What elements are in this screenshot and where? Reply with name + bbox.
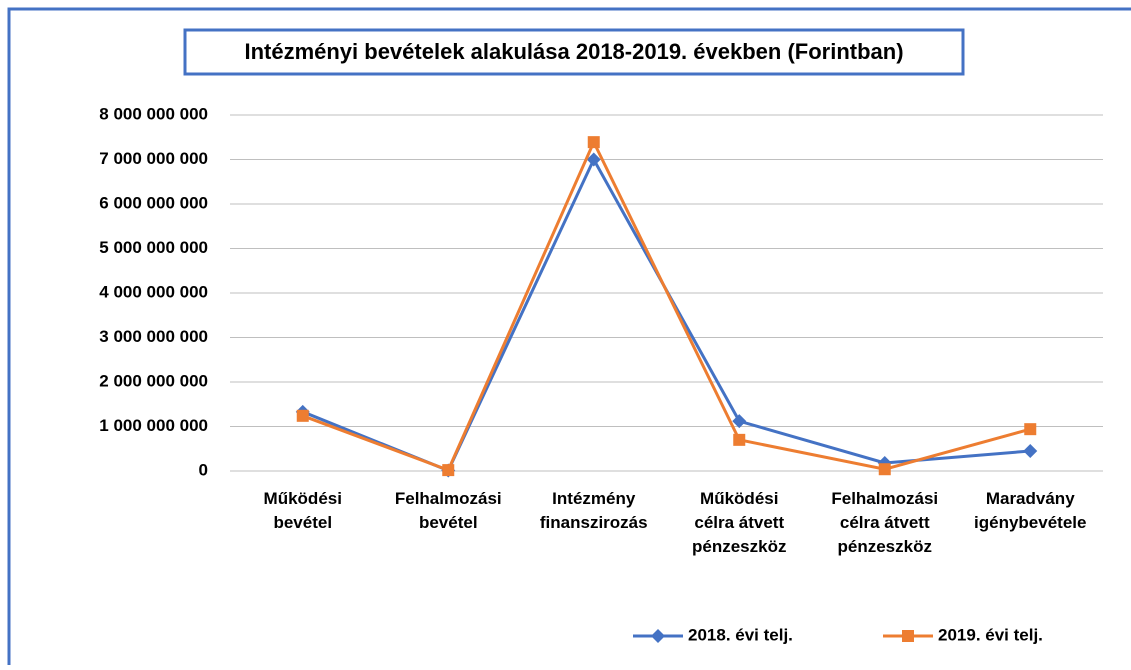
- outer-frame: [7, 7, 1131, 670]
- chart-title: Intézményi bevételek alakulása 2018-2019…: [244, 39, 903, 64]
- point: [587, 136, 600, 149]
- point: [1023, 443, 1038, 458]
- y-tick-label: 8 000 000 000: [99, 104, 208, 123]
- x-tick-label: Felhalmozási bevétel: [395, 489, 502, 532]
- y-tick-label: 0: [199, 460, 208, 479]
- y-tick-label: 5 000 000 000: [99, 238, 208, 257]
- x-tick-label: Maradvány igénybevétele: [974, 489, 1086, 532]
- y-tick-label: 4 000 000 000: [99, 282, 208, 301]
- title-box: [183, 28, 965, 76]
- legend-label: 2019. évi telj.: [938, 625, 1043, 644]
- x-tick-label: Működési célra átvett pénzeszköz: [692, 489, 786, 556]
- point: [296, 409, 309, 422]
- point: [1024, 423, 1037, 436]
- point: [442, 464, 455, 477]
- y-tick-label: 3 000 000 000: [99, 327, 208, 346]
- x-tick-label: Intézmény finanszirozás: [540, 489, 648, 532]
- series-line: [302, 138, 1031, 473]
- legend-marker: [651, 629, 665, 643]
- x-tick-label: Működési bevétel: [264, 489, 342, 532]
- x-tick-label: Felhalmozási célra átvett pénzeszköz: [831, 489, 938, 556]
- series-line: [302, 156, 1031, 473]
- point: [732, 414, 747, 429]
- y-tick-label: 1 000 000 000: [99, 416, 208, 435]
- point: [586, 152, 601, 167]
- y-tick-label: 2 000 000 000: [99, 371, 208, 390]
- legend-label: 2018. évi telj.: [688, 625, 793, 644]
- point: [878, 463, 891, 476]
- y-tick-label: 6 000 000 000: [99, 193, 208, 212]
- y-tick-label: 7 000 000 000: [99, 149, 208, 168]
- point: [733, 433, 746, 446]
- legend-marker: [902, 630, 914, 642]
